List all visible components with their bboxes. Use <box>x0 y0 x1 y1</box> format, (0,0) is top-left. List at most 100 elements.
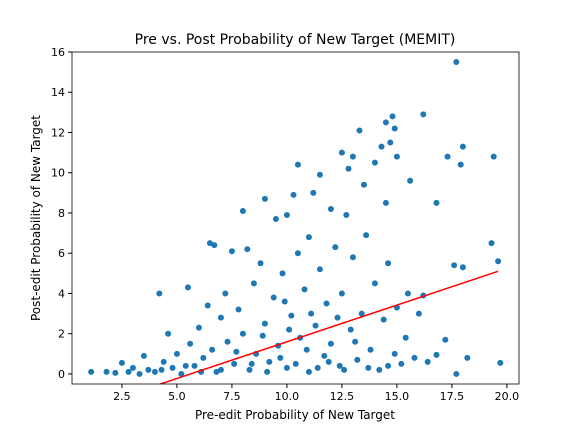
point <box>283 211 290 218</box>
point <box>327 205 334 212</box>
point <box>239 207 246 214</box>
point <box>347 326 354 333</box>
point <box>332 244 339 251</box>
point <box>272 216 279 223</box>
point <box>327 340 334 347</box>
point <box>378 143 385 150</box>
x-tick-label: 10.0 <box>275 390 300 403</box>
point <box>314 364 321 371</box>
point <box>292 360 299 367</box>
y-tick-label: 8 <box>58 207 65 220</box>
x-tick-label: 7.5 <box>223 390 241 403</box>
point <box>222 290 229 297</box>
point <box>334 314 341 321</box>
point <box>385 362 392 369</box>
point <box>217 314 224 321</box>
point <box>165 330 172 337</box>
point <box>294 161 301 168</box>
y-tick-label: 16 <box>51 46 65 59</box>
point <box>371 280 378 287</box>
y-tick-label: 10 <box>51 167 65 180</box>
point <box>266 358 273 365</box>
point <box>184 284 191 291</box>
point <box>382 119 389 126</box>
point <box>404 290 411 297</box>
point <box>248 360 255 367</box>
point <box>160 358 167 365</box>
point <box>376 366 383 373</box>
point <box>151 368 158 375</box>
point <box>217 366 224 373</box>
point <box>497 359 504 366</box>
point <box>488 240 495 247</box>
point <box>301 286 308 293</box>
point <box>246 366 253 373</box>
point <box>88 368 95 375</box>
y-tick-label: 4 <box>58 287 65 300</box>
point <box>158 366 165 373</box>
point <box>235 306 242 313</box>
point <box>103 368 110 375</box>
point <box>402 334 409 341</box>
point <box>433 351 440 358</box>
point <box>112 369 119 376</box>
point <box>140 352 147 359</box>
point <box>356 127 363 134</box>
x-tick-label: 15.0 <box>385 390 410 403</box>
point <box>281 298 288 305</box>
x-tick-label: 12.5 <box>330 390 355 403</box>
chart-title: Pre vs. Post Probability of New Target (… <box>135 32 456 48</box>
y-tick-label: 14 <box>51 86 65 99</box>
point <box>259 332 266 339</box>
point <box>228 248 235 255</box>
point <box>191 362 198 369</box>
point <box>200 354 207 361</box>
point <box>303 346 310 353</box>
point <box>257 260 264 267</box>
point <box>442 336 449 343</box>
point <box>420 111 427 118</box>
point <box>398 360 405 367</box>
point <box>411 354 418 361</box>
point <box>321 352 328 359</box>
point <box>457 161 464 168</box>
point <box>453 59 460 66</box>
plot-frame <box>71 51 520 385</box>
point <box>365 364 372 371</box>
point <box>338 149 345 156</box>
point <box>336 362 343 369</box>
point <box>391 125 398 132</box>
point <box>316 266 323 273</box>
point <box>380 316 387 323</box>
point <box>264 368 271 375</box>
point <box>453 370 460 377</box>
point <box>444 153 451 160</box>
point <box>433 199 440 206</box>
point <box>136 370 143 377</box>
x-tick-label: 20.0 <box>495 390 520 403</box>
point <box>459 264 466 271</box>
point <box>145 366 152 373</box>
point <box>325 358 332 365</box>
point <box>156 290 163 297</box>
point <box>312 322 319 329</box>
point <box>118 359 125 366</box>
point <box>459 143 466 150</box>
point <box>239 330 246 337</box>
point <box>424 358 431 365</box>
point <box>360 181 367 188</box>
point <box>261 195 268 202</box>
x-tick-label: 2.5 <box>113 390 131 403</box>
point <box>290 191 297 198</box>
point <box>415 310 422 317</box>
point <box>250 280 257 287</box>
point <box>407 177 414 184</box>
point <box>310 189 317 196</box>
point <box>490 153 497 160</box>
point <box>323 300 330 307</box>
point <box>178 370 185 377</box>
x-axis-label: Pre-edit Probability of New Target <box>195 408 395 422</box>
point <box>393 153 400 160</box>
